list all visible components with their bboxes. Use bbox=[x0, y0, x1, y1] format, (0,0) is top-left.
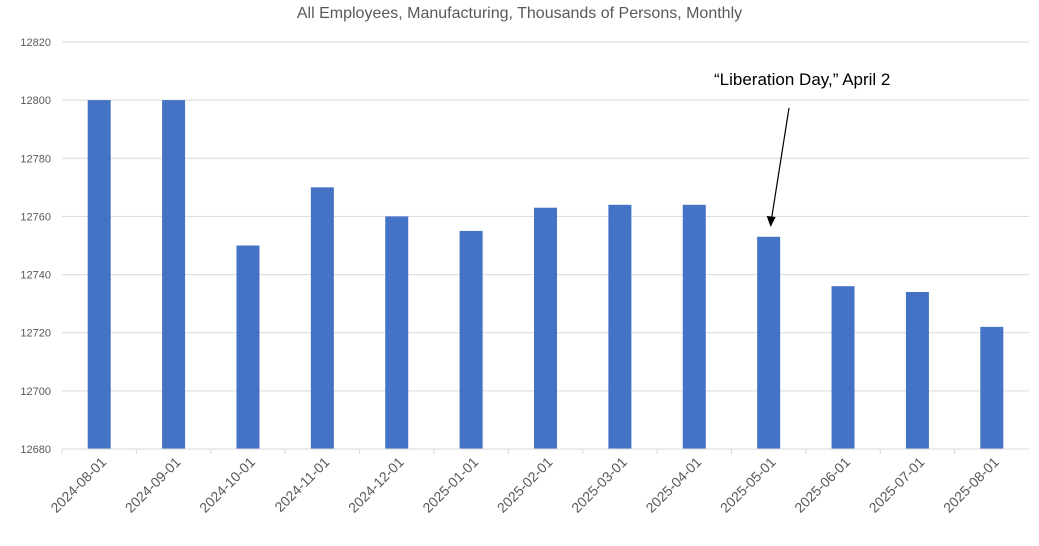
x-tick-label: 2024-09-01 bbox=[122, 454, 184, 516]
bar bbox=[905, 292, 929, 449]
annotation-arrow bbox=[771, 107, 790, 219]
x-tick-label: 2024-12-01 bbox=[345, 454, 407, 516]
x-tick-label: 2025-08-01 bbox=[940, 454, 1002, 516]
x-tick-label: 2025-01-01 bbox=[419, 454, 481, 516]
x-tick-label: 2024-10-01 bbox=[196, 454, 258, 516]
x-tick-label: 2025-02-01 bbox=[494, 454, 556, 516]
y-tick-label: 12780 bbox=[20, 153, 51, 165]
bar bbox=[534, 207, 557, 449]
bar bbox=[236, 245, 260, 449]
bar bbox=[385, 216, 409, 449]
x-tick-label: 2024-08-01 bbox=[47, 454, 109, 516]
y-tick-label: 12760 bbox=[20, 211, 51, 223]
x-tick-label: 2025-03-01 bbox=[568, 454, 630, 516]
chart-title: All Employees, Manufacturing, Thousands … bbox=[296, 5, 743, 22]
y-tick-label: 12740 bbox=[20, 270, 51, 282]
x-tick-label: 2025-06-01 bbox=[791, 454, 853, 516]
bar bbox=[459, 230, 483, 449]
y-tick-label: 12720 bbox=[20, 328, 51, 340]
x-tick-label: 2025-04-01 bbox=[642, 454, 704, 516]
bar bbox=[310, 187, 334, 449]
bar bbox=[757, 236, 781, 449]
x-tick-label: 2024-11-01 bbox=[271, 454, 332, 515]
bar bbox=[831, 286, 855, 449]
y-tick-label: 12680 bbox=[20, 444, 51, 456]
y-tick-label: 12820 bbox=[20, 37, 51, 49]
bar bbox=[87, 100, 111, 450]
x-tick-label: 2025-07-01 bbox=[866, 454, 928, 516]
y-tick-label: 12800 bbox=[20, 95, 51, 107]
bar bbox=[608, 204, 632, 449]
y-tick-label: 12700 bbox=[20, 386, 51, 398]
arrowhead-icon bbox=[766, 216, 776, 227]
x-tick-label: 2025-05-01 bbox=[717, 454, 779, 516]
bar bbox=[682, 204, 706, 449]
bar bbox=[162, 100, 186, 450]
bar bbox=[980, 326, 1004, 449]
annotation-label: “Liberation Day,” April 2 bbox=[714, 70, 891, 89]
